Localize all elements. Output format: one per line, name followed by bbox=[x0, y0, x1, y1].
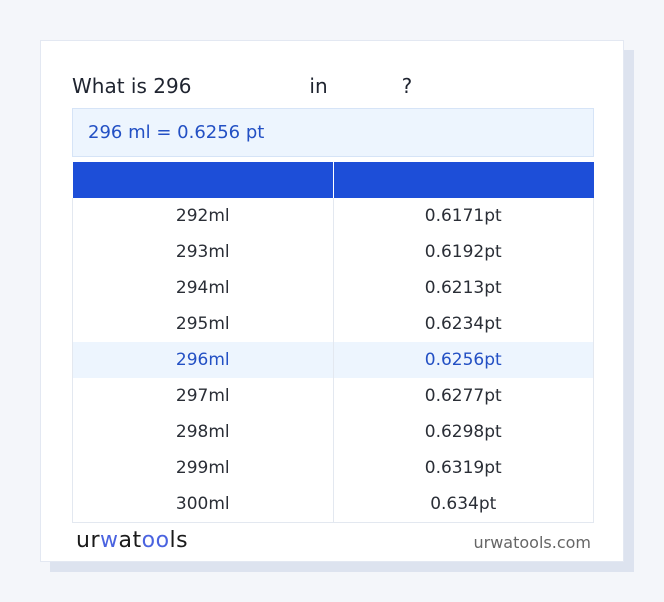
cell-ml: 292ml bbox=[72, 198, 334, 234]
cell-ml: 296ml bbox=[72, 342, 334, 378]
cell-pt: 0.6192pt bbox=[332, 234, 594, 270]
table-row: 296ml 0.6256pt bbox=[72, 342, 594, 378]
result-box: 296 ml = 0.6256 pt bbox=[72, 108, 594, 157]
table-row: 293ml 0.6192pt bbox=[72, 234, 594, 270]
question-title: What is 296 in? bbox=[72, 74, 412, 98]
urwatools-logo: urwatools bbox=[76, 528, 189, 553]
cell-pt: 0.6171pt bbox=[332, 198, 594, 234]
site-link[interactable]: urwatools.com bbox=[473, 533, 592, 552]
conversion-table: 292ml 0.6171pt 293ml 0.6192pt 294ml 0.6213pt 2… bbox=[72, 162, 594, 523]
cell-pt: 0.634pt bbox=[332, 486, 594, 523]
cell-pt: 0.6213pt bbox=[332, 270, 594, 306]
table-row: 300ml 0.634pt bbox=[72, 486, 594, 523]
cell-pt: 0.6234pt bbox=[332, 306, 594, 342]
table-row: 292ml 0.6171pt bbox=[72, 198, 594, 234]
table-row: 297ml 0.6277pt bbox=[72, 378, 594, 414]
title-suffix: ? bbox=[401, 74, 413, 98]
title-mid: in bbox=[309, 74, 328, 98]
table-row: 295ml 0.6234pt bbox=[72, 306, 594, 342]
cell-ml: 299ml bbox=[72, 450, 334, 486]
header-to bbox=[332, 162, 594, 198]
cell-pt: 0.6298pt bbox=[332, 414, 594, 450]
table-row: 299ml 0.6319pt bbox=[72, 450, 594, 486]
cell-ml: 298ml bbox=[72, 414, 334, 450]
cell-ml: 297ml bbox=[72, 378, 334, 414]
cell-ml: 293ml bbox=[72, 234, 334, 270]
cell-pt: 0.6277pt bbox=[332, 378, 594, 414]
cell-pt: 0.6319pt bbox=[332, 450, 594, 486]
conversion-card: What is 296 in? 296 ml = 0.6256 pt 292ml 0… bbox=[40, 40, 624, 562]
cell-ml: 295ml bbox=[72, 306, 334, 342]
table-row: 298ml 0.6298pt bbox=[72, 414, 594, 450]
cell-pt: 0.6256pt bbox=[332, 342, 594, 378]
header-from bbox=[72, 162, 333, 198]
table-row: 294ml 0.6213pt bbox=[72, 270, 594, 306]
cell-ml: 294ml bbox=[72, 270, 334, 306]
title-prefix: What is 296 bbox=[72, 74, 192, 98]
cell-ml: 300ml bbox=[72, 486, 334, 523]
